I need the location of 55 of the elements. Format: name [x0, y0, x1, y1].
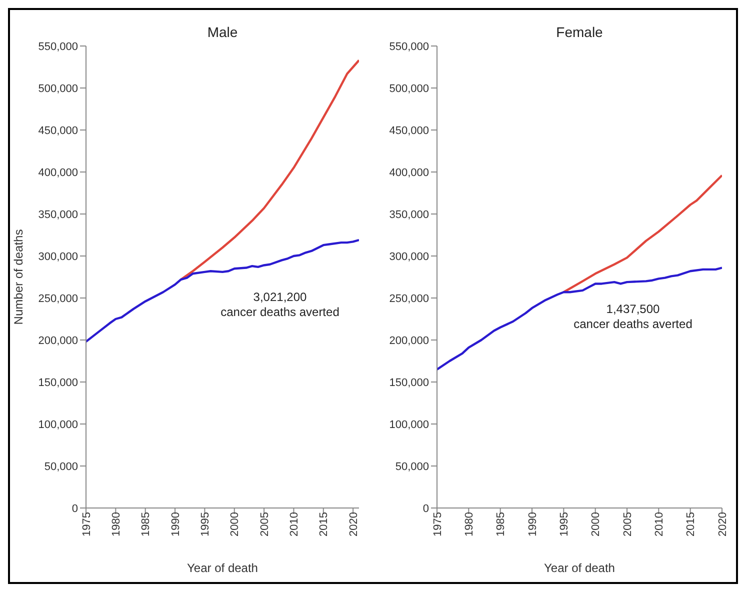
y-tick-label: 300,000 — [389, 250, 429, 263]
y-tick-label: 100,000 — [389, 418, 429, 431]
x-tick-label: 2010 — [653, 512, 666, 536]
x-tick-label: 2005 — [622, 512, 634, 536]
y-tick-label: 350,000 — [389, 208, 429, 221]
y-tick-label: 0 — [422, 502, 429, 515]
y-tick-label: 250,000 — [389, 292, 429, 305]
x-tick-label: 1990 — [526, 512, 539, 536]
line-series — [437, 266, 722, 370]
y-tick-label: 50,000 — [44, 460, 78, 473]
y-tick-label: 550,000 — [389, 40, 429, 53]
x-tick-label: 2010 — [288, 512, 301, 536]
x-tick-label: 1985 — [140, 512, 152, 536]
y-tick-label: 450,000 — [38, 124, 78, 137]
x-tick-label: 2015 — [685, 512, 698, 536]
x-tick-label: 1980 — [110, 512, 122, 536]
y-tick-label: 400,000 — [389, 166, 429, 179]
line-series — [86, 238, 359, 343]
x-tick-label: 1995 — [200, 512, 212, 536]
line-series — [180, 59, 359, 281]
y-tick-label: 150,000 — [38, 376, 78, 389]
y-tick-label: 100,000 — [38, 418, 78, 431]
y-tick-label: 250,000 — [38, 292, 78, 305]
y-tick-label: 550,000 — [38, 40, 78, 53]
x-tick-label: 1975 — [432, 512, 444, 536]
y-tick-label: 400,000 — [38, 166, 78, 179]
y-tick-label: 500,000 — [38, 82, 78, 95]
x-tick-label: 2000 — [590, 512, 602, 536]
x-tick-label: 2000 — [229, 512, 242, 536]
x-axis-title: Year of death — [187, 561, 258, 575]
x-tick-label: 1980 — [463, 512, 476, 536]
chart-title: Male — [206, 24, 239, 40]
x-tick-label: 1995 — [558, 512, 570, 536]
y-tick-label: 350,000 — [38, 208, 78, 221]
y-tick-label: 200,000 — [389, 334, 429, 347]
x-tick-label: 2005 — [258, 512, 271, 536]
line-series — [562, 174, 722, 294]
x-tick-label: 1975 — [80, 512, 93, 536]
y-tick-label: 200,000 — [38, 334, 78, 347]
x-tick-label: 2020 — [348, 512, 360, 536]
x-tick-label: 1990 — [170, 512, 182, 536]
x-tick-label: 2020 — [716, 512, 729, 536]
y-tick-label: 0 — [72, 502, 78, 515]
y-tick-label: 450,000 — [389, 124, 429, 137]
annotation: 1,437,500 cancer deaths averted — [572, 302, 694, 332]
x-axis-title: Year of death — [544, 561, 615, 575]
y-tick-label: 500,000 — [389, 82, 429, 95]
x-tick-label: 2015 — [318, 512, 330, 536]
x-tick-label: 1985 — [495, 512, 508, 536]
chart-title: Female — [555, 24, 604, 40]
y-tick-label: 150,000 — [389, 376, 429, 389]
y-tick-label: 300,000 — [38, 250, 78, 263]
y-axis-title: Number of deaths — [11, 229, 26, 325]
annotation: 3,021,200 cancer deaths averted — [220, 290, 340, 320]
y-tick-label: 50,000 — [395, 460, 429, 473]
